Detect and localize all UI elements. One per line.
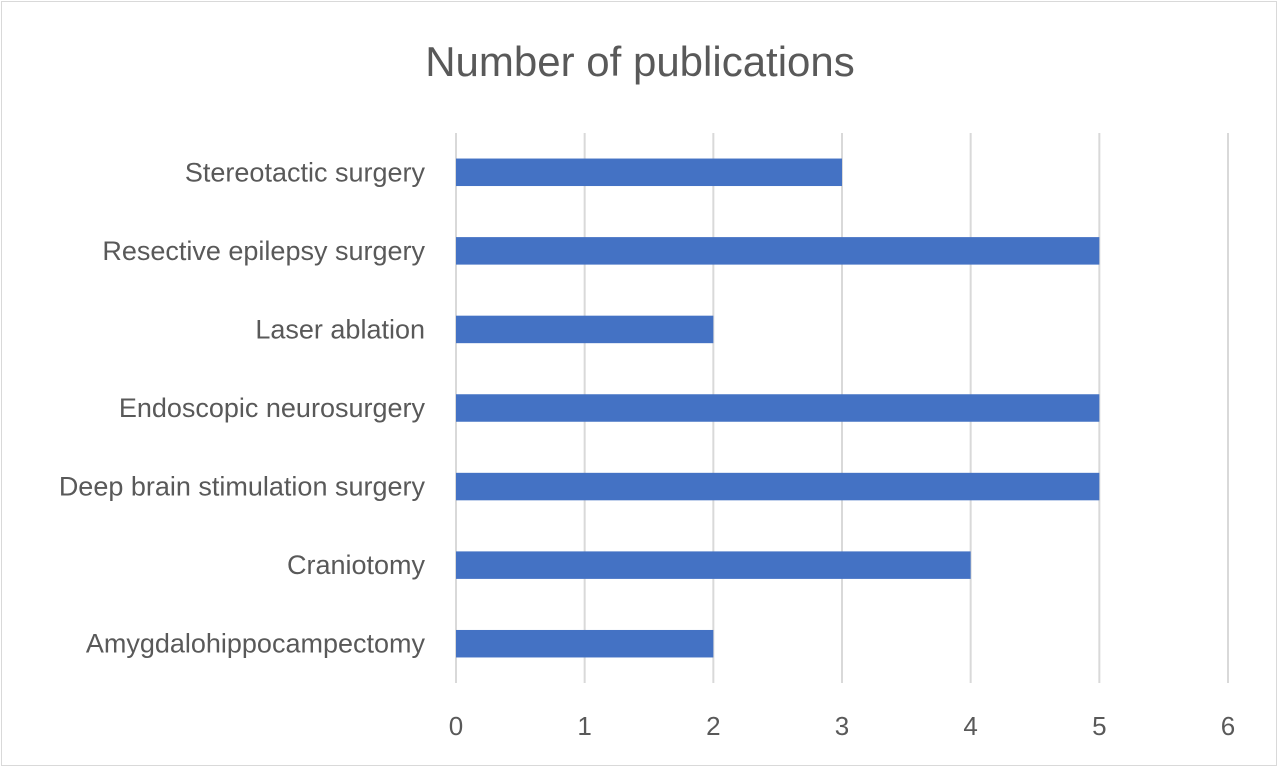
chart-title: Number of publications: [425, 38, 855, 85]
category-label: Craniotomy: [287, 550, 426, 580]
bar: [456, 315, 714, 344]
x-axis-tick-labels: 0 1 2 3 4 5 6: [449, 711, 1235, 741]
x-tick-label: 3: [835, 711, 849, 741]
bar: [456, 394, 1100, 422]
x-tick-label: 5: [1092, 711, 1106, 741]
bar: [456, 472, 1100, 501]
category-label: Resective epilepsy surgery: [102, 236, 425, 266]
x-tick-label: 2: [706, 711, 720, 741]
bars: [456, 158, 1100, 658]
category-labels: Stereotactic surgery Resective epilepsy s…: [59, 157, 426, 658]
bar: [456, 629, 714, 658]
category-label: Laser ablation: [255, 314, 425, 344]
bar: [456, 158, 842, 187]
x-tick-label: 4: [963, 711, 977, 741]
x-tick-label: 6: [1221, 711, 1235, 741]
category-label: Deep brain stimulation surgery: [59, 472, 426, 502]
bar: [456, 551, 971, 579]
category-label: Stereotactic surgery: [185, 157, 426, 187]
category-label: Endoscopic neurosurgery: [119, 393, 426, 423]
bar: [456, 237, 1100, 265]
category-label: Amygdalohippocampectomy: [86, 629, 426, 659]
x-tick-label: 1: [577, 711, 591, 741]
x-tick-label: 0: [449, 711, 463, 741]
